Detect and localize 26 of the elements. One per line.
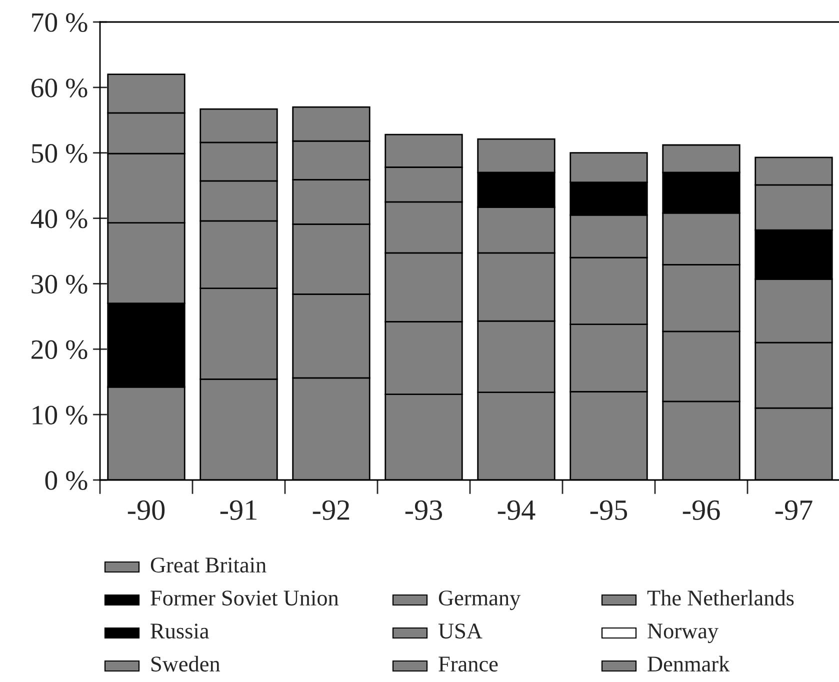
y-tick-label: 60 % [32,78,88,98]
legend-label: Sweden [151,656,220,672]
legend-label: Denmark [648,656,730,672]
legend-label: Germany [438,590,521,610]
x-tick-label: -95 [590,500,628,520]
y-tick-label: 30 % [32,274,88,294]
y-tick-label: 0 % [45,471,88,490]
x-tick-label: -94 [498,500,536,520]
legend-label: Great Britain [150,558,266,573]
y-tick-label: 10 % [32,406,88,425]
x-tick-label: -93 [405,500,442,520]
y-tick-label: 50 % [32,144,88,163]
y-tick-label: 20 % [32,340,88,360]
legend-label: Norway [648,624,718,644]
x-tick-label: -97 [775,500,812,520]
legend-label: Russia [150,624,209,639]
y-tick-label: 40 % [30,209,88,228]
x-tick-label: -92 [312,500,350,520]
x-tick-label: -96 [682,500,720,520]
x-tick-label: -90 [128,500,165,520]
legend-label: France [438,656,498,672]
legend-label: The Netherlands [647,590,794,606]
y-tick-label: 70 % [32,13,88,32]
legend-label: USA [438,624,482,639]
x-tick-label: -91 [220,500,256,520]
legend-label: Former Soviet Union [150,590,339,606]
